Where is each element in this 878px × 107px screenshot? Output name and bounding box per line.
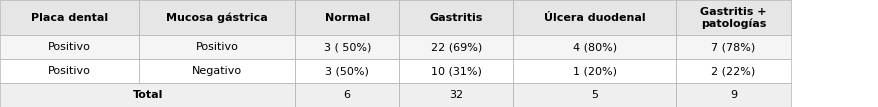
Bar (295, 0, 399, 35)
Bar (295, 83, 399, 107)
Text: 6: 6 (343, 90, 350, 100)
Bar (513, 83, 675, 107)
Text: Placa dental: Placa dental (31, 13, 108, 23)
Text: Mucosa gástrica: Mucosa gástrica (166, 12, 268, 23)
Bar (139, 0, 295, 35)
Text: 2 (22%): 2 (22%) (710, 66, 755, 76)
Bar (0, 83, 295, 107)
Text: 10 (31%): 10 (31%) (430, 66, 481, 76)
Text: Normal: Normal (324, 13, 370, 23)
Bar (295, 35, 399, 59)
Bar (139, 35, 295, 59)
Bar (399, 0, 513, 35)
Text: 3 ( 50%): 3 ( 50%) (323, 42, 371, 52)
Bar (399, 35, 513, 59)
Text: 3 (50%): 3 (50%) (325, 66, 369, 76)
Text: 7 (78%): 7 (78%) (710, 42, 755, 52)
Text: 9: 9 (729, 90, 737, 100)
Text: 32: 32 (449, 90, 463, 100)
Bar (675, 0, 790, 35)
Text: 1 (20%): 1 (20%) (572, 66, 616, 76)
Bar (675, 83, 790, 107)
Bar (139, 59, 295, 83)
Bar (0, 0, 139, 35)
Bar (399, 59, 513, 83)
Text: Gastritis +
patologías: Gastritis + patologías (700, 7, 766, 29)
Text: Total: Total (133, 90, 162, 100)
Bar (513, 59, 675, 83)
Bar (399, 83, 513, 107)
Text: Gastritis: Gastritis (429, 13, 482, 23)
Text: Úlcera duodenal: Úlcera duodenal (543, 13, 644, 23)
Text: Positivo: Positivo (48, 42, 90, 52)
Text: Positivo: Positivo (196, 42, 238, 52)
Text: Positivo: Positivo (48, 66, 90, 76)
Bar (0, 35, 139, 59)
Bar (675, 59, 790, 83)
Bar (675, 35, 790, 59)
Bar (513, 35, 675, 59)
Bar (295, 59, 399, 83)
Text: Negativo: Negativo (191, 66, 242, 76)
Bar (0, 59, 139, 83)
Text: 22 (69%): 22 (69%) (430, 42, 481, 52)
Bar (513, 0, 675, 35)
Text: 5: 5 (591, 90, 597, 100)
Text: 4 (80%): 4 (80%) (572, 42, 616, 52)
